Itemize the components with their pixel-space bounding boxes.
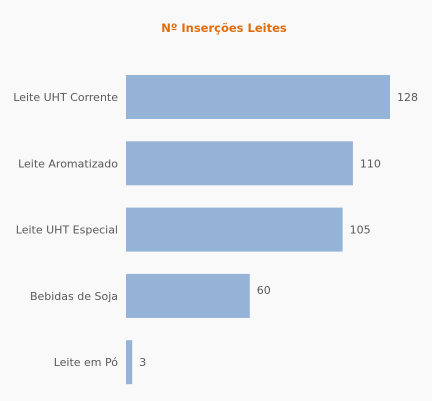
bar-2 [126, 207, 343, 252]
category-label-1: Leite Aromatizado [18, 157, 118, 170]
value-labels: 128 110 105 60 3 [139, 91, 418, 369]
value-label-4: 3 [139, 356, 146, 369]
category-label-4: Leite em Pó [54, 356, 119, 369]
category-label-3: Bebidas de Soja [30, 290, 118, 303]
bar-0 [126, 75, 390, 119]
value-label-0: 128 [397, 91, 418, 104]
bars-group [126, 75, 390, 385]
category-labels: Leite UHT Corrente Leite Aromatizado Leite… [13, 91, 118, 369]
category-label-2: Leite UHT Especial [16, 224, 118, 237]
value-label-3: 60 [257, 284, 271, 297]
category-label-0: Leite UHT Corrente [13, 91, 118, 104]
bar-4 [126, 340, 133, 385]
bar-1 [126, 141, 353, 186]
value-label-1: 110 [360, 157, 381, 170]
chart-title: Nº Inserções Leites [161, 21, 287, 35]
bar-3 [126, 273, 250, 318]
value-label-2: 105 [350, 224, 371, 237]
